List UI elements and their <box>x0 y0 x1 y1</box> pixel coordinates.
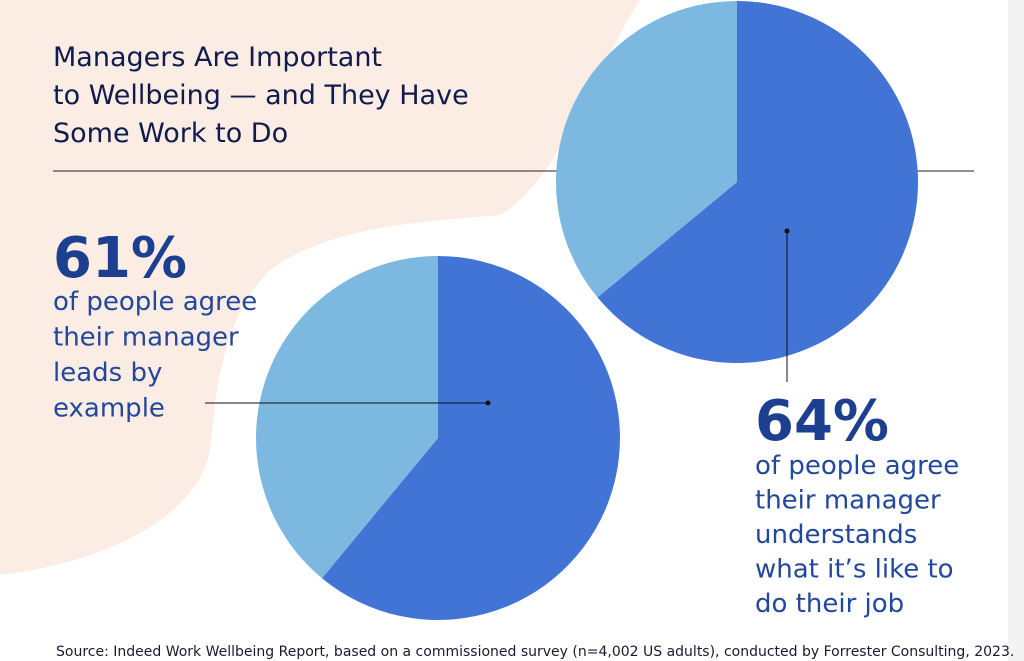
description-line: understands <box>755 520 917 550</box>
title-line: to Wellbeing — and They Have <box>53 80 469 111</box>
description-line: of people agree <box>53 287 257 317</box>
description-line: their manager <box>755 486 941 516</box>
source: Source: Indeed Work Wellbeing Report, ba… <box>56 644 1014 660</box>
description-line: do their job <box>755 589 904 619</box>
pie-slice <box>556 1 737 298</box>
pie-slice <box>256 256 438 579</box>
description-line: example <box>53 394 165 424</box>
description-line: leads by <box>53 358 162 388</box>
pie-slice <box>321 256 621 620</box>
pie-slice <box>597 1 918 363</box>
edge-strip <box>1008 0 1024 661</box>
leader-dot <box>485 400 491 406</box>
description-line: what it’s like to <box>755 555 954 585</box>
description-line: of people agree <box>755 451 959 481</box>
charts <box>256 1 918 620</box>
title-line: Managers Are Important <box>53 42 382 73</box>
value-label: 61% <box>53 226 187 291</box>
leaders <box>205 228 790 406</box>
background-shape <box>0 0 640 575</box>
leader-dot <box>784 228 790 234</box>
description-line: their manager <box>53 323 239 353</box>
title-line: Some Work to Do <box>53 118 288 149</box>
value-label: 64% <box>755 389 889 454</box>
